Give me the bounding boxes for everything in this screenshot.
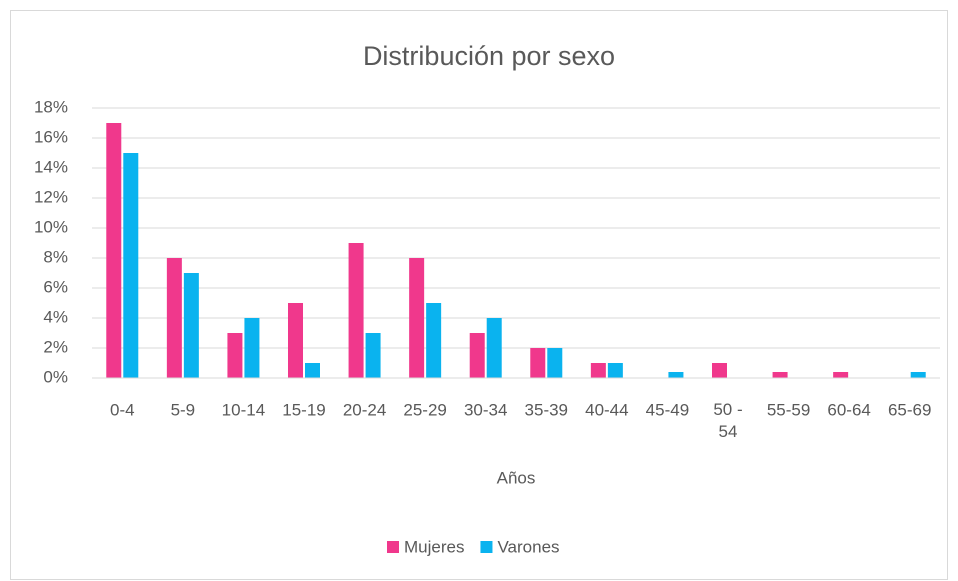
y-tick-label: 2% [43, 337, 68, 356]
x-tick-label: 10-14 [222, 400, 265, 419]
x-tick-label: 50 -54 [713, 400, 742, 441]
chart-border [10, 10, 948, 580]
bar [833, 372, 849, 378]
bar [486, 318, 502, 378]
y-tick-label: 6% [43, 277, 68, 296]
y-tick-label: 0% [43, 367, 68, 386]
legend-swatch [387, 541, 399, 553]
legend-swatch [480, 541, 493, 553]
x-tick-label: 65-69 [888, 400, 931, 419]
legend-label: Varones [497, 537, 559, 556]
y-tick-label: 10% [34, 217, 68, 236]
bar [712, 363, 727, 378]
y-tick-label: 4% [43, 307, 68, 326]
x-tick-label: 20-24 [343, 400, 386, 419]
x-tick-label: 25-29 [403, 400, 446, 419]
bar [348, 243, 364, 378]
bar [409, 258, 425, 378]
x-tick-label: 60-64 [827, 400, 870, 419]
bar [530, 348, 546, 378]
x-tick-label: 55-59 [767, 400, 810, 419]
bar [227, 333, 243, 378]
bar [469, 333, 485, 378]
bar [365, 333, 381, 378]
y-tick-label: 18% [34, 97, 68, 116]
y-tick-label: 12% [34, 187, 68, 206]
bar [244, 318, 260, 378]
bar [305, 363, 320, 378]
x-tick-label: 40-44 [585, 400, 628, 419]
x-tick-label: 45-49 [646, 400, 689, 419]
x-axis-title: Años [497, 468, 536, 487]
bar [106, 123, 122, 378]
bar [590, 363, 606, 378]
bar [288, 303, 303, 378]
bar [547, 348, 563, 378]
bar [910, 372, 926, 378]
bar [426, 303, 442, 378]
x-tick-label: 5-9 [171, 400, 196, 419]
bar [166, 258, 182, 378]
y-tick-label: 8% [43, 247, 68, 266]
x-tick-label: 35-39 [525, 400, 568, 419]
x-tick-label: 30-34 [464, 400, 507, 419]
bar [123, 153, 139, 378]
bar [772, 372, 788, 378]
y-tick-label: 16% [34, 127, 68, 146]
x-tick-label: 15-19 [282, 400, 325, 419]
bar [183, 273, 199, 378]
y-tick-label: 14% [34, 157, 68, 176]
x-tick-label: 0-4 [110, 400, 135, 419]
chart-title: Distribución por sexo [363, 41, 615, 71]
legend-label: Mujeres [404, 537, 464, 556]
bar [607, 363, 623, 378]
bar [668, 372, 684, 378]
